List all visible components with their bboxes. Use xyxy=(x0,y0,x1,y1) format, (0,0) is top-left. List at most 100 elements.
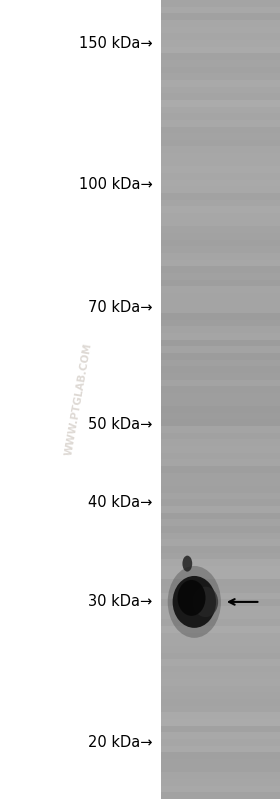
Bar xyxy=(161,46,280,54)
Bar xyxy=(161,439,280,446)
Bar xyxy=(161,613,280,619)
Ellipse shape xyxy=(193,586,218,617)
Bar xyxy=(161,785,280,793)
Bar xyxy=(161,166,280,173)
Bar xyxy=(161,586,280,593)
Bar xyxy=(161,140,280,146)
Bar xyxy=(161,20,280,26)
Bar xyxy=(161,93,280,100)
Bar xyxy=(161,186,280,193)
Bar xyxy=(161,106,280,113)
Bar xyxy=(161,619,280,626)
Bar xyxy=(161,126,280,133)
Bar xyxy=(161,713,280,719)
Bar xyxy=(161,733,280,739)
Bar xyxy=(161,86,280,93)
Bar xyxy=(161,326,280,333)
Text: 70 kDa→: 70 kDa→ xyxy=(88,300,153,316)
Bar xyxy=(161,366,280,373)
Text: 50 kDa→: 50 kDa→ xyxy=(88,417,153,432)
Bar xyxy=(161,293,280,300)
Bar xyxy=(161,659,280,666)
Bar xyxy=(161,745,280,753)
Bar xyxy=(161,699,280,706)
Bar xyxy=(161,466,280,473)
Bar xyxy=(161,26,280,34)
Bar xyxy=(161,60,280,66)
Bar xyxy=(161,6,280,14)
Bar xyxy=(161,306,280,313)
Bar xyxy=(161,66,280,74)
Bar xyxy=(161,599,280,606)
Bar xyxy=(161,673,280,679)
Bar xyxy=(161,679,280,686)
Bar xyxy=(161,400,280,406)
Bar xyxy=(161,533,280,539)
Bar xyxy=(161,413,280,419)
Bar xyxy=(161,639,280,646)
Bar xyxy=(161,120,280,126)
Bar xyxy=(161,646,280,653)
Bar xyxy=(161,579,280,586)
Bar xyxy=(161,453,280,459)
Bar xyxy=(161,539,280,546)
Bar xyxy=(161,74,280,80)
Bar xyxy=(161,393,280,400)
Bar xyxy=(161,226,280,233)
Bar xyxy=(161,313,280,320)
Bar xyxy=(161,706,280,713)
Bar xyxy=(161,473,280,479)
Bar xyxy=(161,200,280,206)
Bar xyxy=(161,0,280,6)
Text: 40 kDa→: 40 kDa→ xyxy=(88,495,153,510)
Bar xyxy=(161,506,280,513)
Bar xyxy=(161,300,280,306)
Bar xyxy=(161,566,280,573)
Bar xyxy=(161,260,280,266)
Bar xyxy=(161,386,280,393)
Bar xyxy=(161,765,280,773)
Bar xyxy=(161,353,280,360)
Bar xyxy=(161,753,280,759)
Bar xyxy=(161,759,280,765)
Bar xyxy=(161,725,280,733)
Bar xyxy=(161,626,280,633)
Bar xyxy=(161,380,280,386)
Bar xyxy=(161,426,280,433)
Bar xyxy=(161,546,280,553)
Text: WWW.PTGLAB.COM: WWW.PTGLAB.COM xyxy=(64,342,93,457)
Bar xyxy=(161,360,280,366)
Text: 100 kDa→: 100 kDa→ xyxy=(79,177,153,192)
Bar xyxy=(161,273,280,280)
Bar xyxy=(161,513,280,519)
Bar xyxy=(161,320,280,326)
Bar xyxy=(161,693,280,699)
Ellipse shape xyxy=(178,580,206,616)
Bar xyxy=(161,253,280,260)
Bar xyxy=(161,553,280,559)
Bar xyxy=(161,346,280,353)
Bar xyxy=(161,493,280,499)
Bar xyxy=(161,719,280,725)
Bar xyxy=(161,793,280,799)
Bar xyxy=(161,479,280,486)
Text: 20 kDa→: 20 kDa→ xyxy=(88,735,153,750)
Bar xyxy=(161,433,280,439)
Ellipse shape xyxy=(172,576,216,628)
Bar xyxy=(161,739,280,745)
Bar xyxy=(161,34,280,40)
Bar xyxy=(161,246,280,253)
Bar xyxy=(161,779,280,785)
Text: 30 kDa→: 30 kDa→ xyxy=(88,594,153,610)
Bar xyxy=(161,373,280,380)
Bar xyxy=(161,220,280,226)
Bar xyxy=(161,559,280,566)
Bar xyxy=(161,54,280,60)
Bar xyxy=(161,153,280,160)
Bar xyxy=(161,446,280,453)
Bar xyxy=(161,526,280,533)
Bar xyxy=(161,0,280,799)
Bar xyxy=(161,773,280,779)
Bar xyxy=(161,14,280,20)
Bar xyxy=(161,206,280,213)
